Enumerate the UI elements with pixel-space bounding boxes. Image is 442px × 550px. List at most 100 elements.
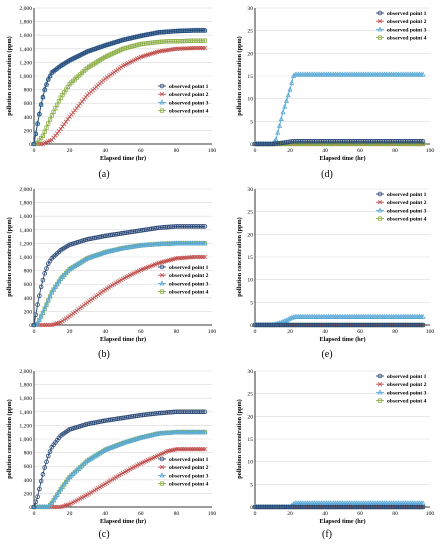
x-tick-label: 20 [67,148,73,154]
data-point [42,129,47,134]
y-tick-label: 1,400 [19,228,32,234]
data-point [193,447,199,452]
data-point [188,46,193,51]
data-point [99,448,105,455]
legend-marker [377,191,383,197]
legend-label: observed point 3 [387,27,427,33]
data-point [51,497,57,503]
data-point [37,293,42,299]
x-tick-label: 40 [102,329,108,335]
data-point [276,122,283,128]
data-point [44,125,49,130]
data-point [287,86,293,92]
data-point [418,322,424,328]
x-tick-label: 20 [287,511,293,517]
data-point [190,254,195,260]
x-tick-label: 0 [33,329,36,335]
data-point [68,265,74,271]
data-point [86,456,92,462]
series-3 [31,240,208,327]
data-point [40,322,46,328]
x-tick-label: 0 [254,148,257,154]
data-point [63,478,69,484]
data-point [81,257,87,263]
data-point [46,121,51,126]
y-axis-title: pollution concentration (ppm) [236,36,243,115]
data-point [283,97,290,103]
x-axis-title: Elapsed time (hr) [100,518,146,525]
y-tick-label: 400 [24,478,33,484]
legend-marker [159,456,165,462]
legend-marker [377,10,383,16]
y-tick-label: 5 [250,300,253,306]
data-point [84,457,90,463]
data-point [49,289,55,295]
data-point [40,472,46,477]
data-point [79,258,85,264]
data-point [111,443,117,449]
data-point [174,447,179,452]
data-point [38,102,44,107]
data-point [42,322,47,328]
data-point [45,453,51,459]
data-point [35,494,40,500]
y-axis-title: pollution concentration (ppm) [6,399,13,478]
y-tick-label: 0 [29,505,32,511]
series-2 [31,447,208,510]
data-point [88,455,94,461]
y-tick-label: 20 [247,51,253,57]
x-tick-label: 40 [102,148,108,154]
legend-marker [159,289,165,294]
y-tick-label: 2,000 [19,187,32,193]
y-tick-label: 2,000 [19,369,32,375]
y-tick-label: 30 [247,6,253,12]
y-tick-label: 1,400 [19,47,32,53]
y-tick-label: 1,800 [19,201,32,207]
data-point [186,447,192,452]
y-tick-label: 1,000 [19,74,32,80]
data-point [193,45,199,51]
y-tick-label: 25 [247,210,253,216]
data-point [280,109,286,115]
legend-label: observed point 4 [169,109,209,115]
data-point [181,447,186,452]
series-1 [252,504,426,510]
chart-panel-e: 0 5 10 15 20 25 30 0 20 40 60 80 100 Elapsed time (hr… [236,187,434,360]
y-tick-label: 600 [24,464,33,470]
x-tick-label: 100 [208,329,217,335]
legend-label: observed point 2 [169,273,209,279]
data-point [42,271,47,276]
data-point [40,133,46,138]
legend-marker [377,207,383,213]
data-point [60,124,65,129]
x-axis-title: Elapsed time (hr) [319,155,365,162]
data-point [40,94,46,100]
y-tick-label: 30 [247,187,253,193]
data-point [37,111,42,117]
data-point [199,447,204,452]
y-axis-title: pollution concentration (ppm) [6,217,13,296]
legend-label: observed point 1 [169,84,209,90]
data-point [199,254,204,260]
data-point [174,46,179,51]
series-1 [252,322,426,328]
legend-marker [159,465,165,470]
data-point [58,126,63,132]
y-tick-label: 1,200 [19,241,32,247]
y-tick-label: 15 [247,255,253,261]
x-tick-label: 80 [392,511,398,517]
data-point [74,261,80,267]
data-point [285,92,291,98]
data-point [282,103,288,109]
x-tick-label: 100 [426,511,435,517]
data-point [418,138,424,144]
data-point [56,488,62,495]
y-tick-label: 10 [247,460,253,466]
data-point [195,447,200,452]
series-2 [31,45,208,147]
y-tick-label: 600 [24,282,33,288]
y-tick-label: 1,600 [19,396,32,402]
y-tick-label: 1,200 [19,60,32,66]
y-tick-label: 400 [24,296,33,302]
data-point [418,504,424,510]
